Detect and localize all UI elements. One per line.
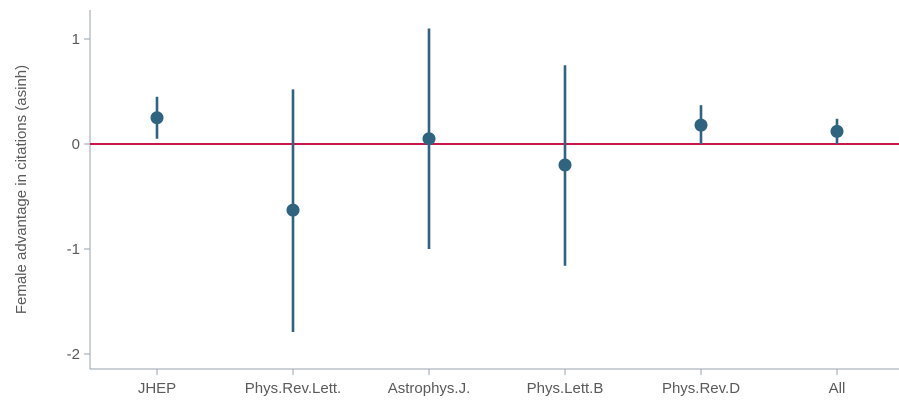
estimate-point [286,203,300,217]
x-tick-label: All [829,380,846,397]
estimate-point [830,124,844,138]
estimate-point [558,158,572,172]
x-tick-label: Phys.Lett.B [527,380,604,397]
x-tick-label: JHEP [138,380,176,397]
y-tick-label: -1 [67,241,80,258]
x-tick-label: Astrophys.J. [388,380,471,397]
y-tick-label: 1 [72,31,80,48]
y-tick-label: 0 [72,136,80,153]
estimate-series [150,28,844,332]
y-tick-label: -2 [67,346,80,363]
y-axis-title: Female advantage in citations (asinh) [13,65,30,314]
estimate-point [150,111,164,125]
y-axis: -2 -1 0 1 [67,10,91,369]
x-tick-label: Phys.Rev.Lett. [245,380,341,397]
estimate-point [694,118,708,132]
x-tick-label: Phys.Rev.D [662,380,740,397]
x-axis: JHEP Phys.Rev.Lett. Astrophys.J. Phys.Lett.… [90,368,899,397]
estimate-point [422,132,436,146]
